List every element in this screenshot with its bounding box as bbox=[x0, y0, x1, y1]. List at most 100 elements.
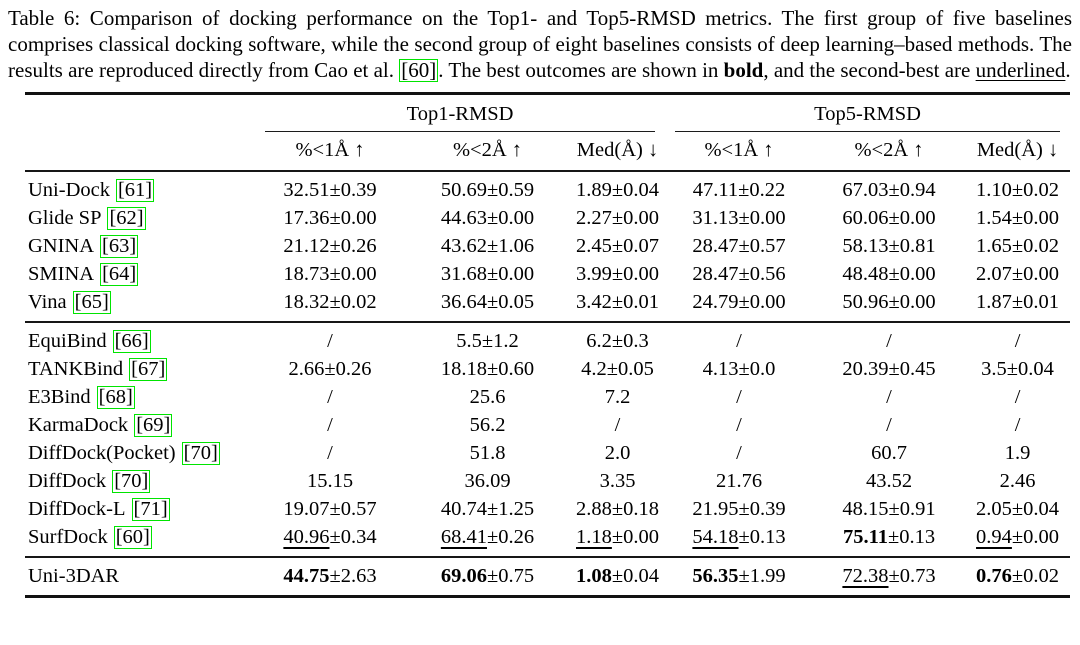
metric-std: 1.2 bbox=[493, 330, 519, 352]
citation-link[interactable]: [64] bbox=[100, 263, 139, 286]
table-row: SurfDock [60] 40.96±0.34 68.41±0.26 1.18±0.0… bbox=[25, 524, 1070, 558]
metric-mean: 51.8 bbox=[469, 442, 506, 464]
plus-minus-sign: ± bbox=[611, 291, 624, 313]
metric-mean: 2.66 bbox=[288, 358, 325, 380]
metric-std: 0.56 bbox=[749, 263, 786, 285]
metric-cell: 60.06±0.00 bbox=[813, 205, 965, 233]
method-cell: TANKBind [67] bbox=[25, 356, 255, 384]
metric-mean: 3.99 bbox=[576, 263, 612, 285]
metric-mean: 48.15 bbox=[842, 498, 889, 520]
corner-cell bbox=[25, 94, 255, 133]
metric-std: 0.59 bbox=[498, 179, 535, 201]
metric-std: 0.26 bbox=[498, 526, 535, 548]
plus-minus-sign: ± bbox=[329, 498, 341, 520]
metric-mean: 0.76 bbox=[976, 565, 1012, 587]
metric-std: 0.22 bbox=[749, 179, 786, 201]
metric-mean: 36.09 bbox=[464, 470, 511, 492]
citation-link[interactable]: [63] bbox=[100, 235, 139, 258]
method-name: Uni-Dock bbox=[28, 179, 110, 201]
metric-std: 0.00 bbox=[749, 207, 786, 229]
metric-std: 0.00 bbox=[623, 207, 660, 229]
metric-mean: 1.18 bbox=[576, 526, 612, 548]
metric-std: 0.00 bbox=[340, 263, 377, 285]
metric-mean: 31.68 bbox=[440, 263, 487, 285]
metric-cell: 25.6 bbox=[405, 384, 570, 412]
citation-link[interactable]: [67] bbox=[129, 358, 168, 381]
metric-cell: 36.64±0.05 bbox=[405, 289, 570, 323]
metric-std: 0.05 bbox=[498, 291, 535, 313]
metric-mean: / bbox=[327, 330, 333, 352]
plus-minus-sign: ± bbox=[486, 235, 499, 257]
citation-link[interactable]: [66] bbox=[112, 330, 151, 353]
method-name: SMINA bbox=[28, 263, 95, 285]
citation-link[interactable]: [65] bbox=[72, 291, 111, 314]
metric-std: 0.00 bbox=[899, 207, 936, 229]
citation-link[interactable]: [62] bbox=[107, 207, 146, 230]
method-cell: E3Bind [68] bbox=[25, 384, 255, 412]
metric-mean: 44.63 bbox=[440, 207, 487, 229]
metric-cell: 3.35 bbox=[570, 468, 665, 496]
plus-minus-sign: ± bbox=[486, 263, 499, 285]
citation-link[interactable]: [60] bbox=[399, 58, 439, 82]
plus-minus-sign: ± bbox=[888, 565, 900, 587]
metric-cell: 2.05±0.04 bbox=[965, 496, 1070, 524]
method-name: GNINA bbox=[28, 235, 95, 257]
citation-link[interactable]: [70] bbox=[112, 470, 151, 493]
col-header-top1-pct-2a: %<2Å ↑ bbox=[405, 132, 570, 172]
metric-mean: 48.48 bbox=[842, 263, 889, 285]
metric-std: 0.00 bbox=[899, 263, 936, 285]
metric-mean: 40.96 bbox=[283, 526, 330, 548]
citation-link[interactable]: [60] bbox=[113, 526, 152, 549]
metric-mean: / bbox=[886, 386, 892, 408]
metric-cell: 0.76±0.02 bbox=[965, 557, 1070, 597]
col-header-top5-med: Med(Å) ↓ bbox=[965, 132, 1071, 172]
table-row: Uni-3DAR 44.75±2.63 69.06±0.75 1.08±0.04 56.… bbox=[25, 557, 1070, 597]
citation-link[interactable]: [71] bbox=[131, 498, 170, 521]
plus-minus-sign: ± bbox=[329, 263, 341, 285]
plus-minus-sign: ± bbox=[486, 179, 499, 201]
metric-cell: 32.51±0.39 bbox=[255, 171, 405, 205]
method-name: EquiBind bbox=[28, 330, 107, 352]
metric-cell: 1.54±0.00 bbox=[965, 205, 1070, 233]
metric-mean: 40.74 bbox=[440, 498, 487, 520]
metric-cell: 75.11±0.13 bbox=[813, 524, 965, 558]
metric-cell: 19.07±0.57 bbox=[255, 496, 405, 524]
metric-cell: 21.12±0.26 bbox=[255, 233, 405, 261]
metric-cell: 2.07±0.00 bbox=[965, 261, 1070, 289]
method-cell: Glide SP [62] bbox=[25, 205, 255, 233]
metric-std: 0.3 bbox=[623, 330, 649, 352]
group-header-row: Top1-RMSD Top5-RMSD bbox=[25, 94, 1070, 133]
metric-cell: 56.2 bbox=[405, 412, 570, 440]
metric-cell: 68.41±0.26 bbox=[405, 524, 570, 558]
metric-cell: 1.08±0.04 bbox=[570, 557, 665, 597]
method-cell: SurfDock [60] bbox=[25, 524, 255, 558]
metric-cell: 48.48±0.00 bbox=[813, 261, 965, 289]
metric-cell: 51.8 bbox=[405, 440, 570, 468]
citation-link[interactable]: [68] bbox=[96, 386, 135, 409]
metric-mean: 2.45 bbox=[576, 235, 612, 257]
metric-cell: 2.88±0.18 bbox=[570, 496, 665, 524]
metric-mean: / bbox=[1014, 330, 1021, 352]
plus-minus-sign: ± bbox=[486, 498, 499, 520]
metric-cell: 43.52 bbox=[813, 468, 965, 496]
metric-cell: / bbox=[255, 384, 405, 412]
method-column-header bbox=[25, 132, 255, 172]
plus-minus-sign: ± bbox=[738, 263, 750, 285]
citation-link[interactable]: [61] bbox=[115, 179, 155, 202]
table-row: TANKBind [67] 2.66±0.26 18.18±0.60 4.2±0.05 4… bbox=[25, 356, 1070, 384]
citation-link[interactable]: [70] bbox=[181, 442, 220, 465]
metric-cell: / bbox=[665, 412, 813, 440]
metric-mean: 15.15 bbox=[306, 470, 354, 492]
method-name: KarmaDock bbox=[28, 414, 129, 436]
metric-std: 0.39 bbox=[749, 498, 786, 520]
metric-cell: 60.7 bbox=[813, 440, 965, 468]
table-body-group-deep-learning-methods: EquiBind [66]/5.5±1.2 6.2±0.3// / TANKBind [6… bbox=[25, 322, 1071, 558]
metric-mean: 0.94 bbox=[976, 526, 1012, 548]
metric-cell: / bbox=[255, 412, 405, 440]
method-name: Uni-3DAR bbox=[28, 565, 120, 587]
citation-link[interactable]: [69] bbox=[134, 414, 173, 437]
plus-minus-sign: ± bbox=[887, 526, 900, 548]
metric-mean: 21.76 bbox=[715, 470, 763, 492]
metric-cell: 3.5±0.04 bbox=[965, 356, 1070, 384]
metric-mean: 2.88 bbox=[576, 498, 612, 520]
